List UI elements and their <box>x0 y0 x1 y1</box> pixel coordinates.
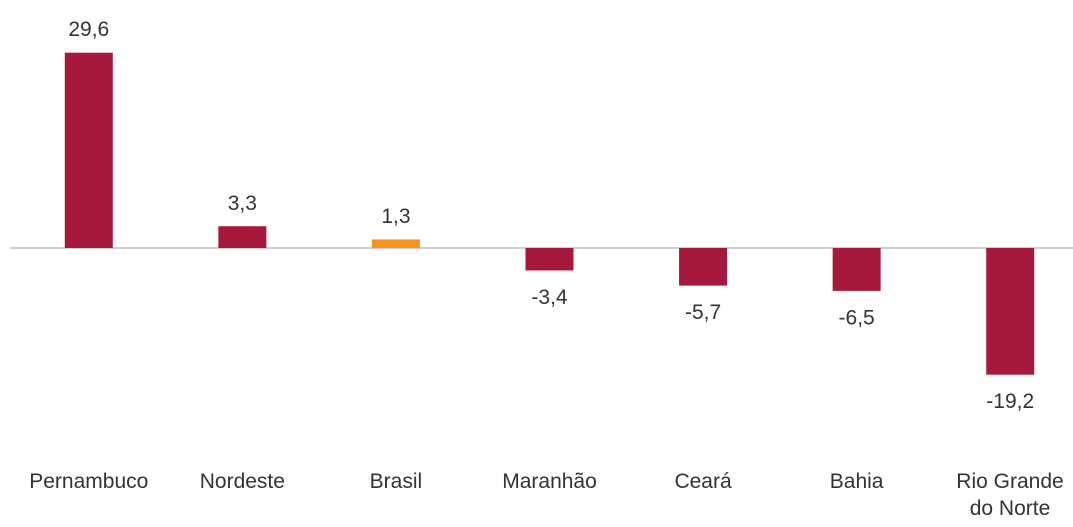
bar <box>64 52 113 249</box>
bar <box>679 248 728 286</box>
bar <box>371 239 420 248</box>
data-label: -6,5 <box>839 306 875 329</box>
data-label: 29,6 <box>68 18 109 41</box>
bar <box>986 248 1035 375</box>
bar <box>218 226 267 248</box>
bar <box>525 248 574 271</box>
x-tick-label: Ceará <box>674 470 732 493</box>
x-tick-label: Pernambuco <box>29 470 149 493</box>
bar <box>832 248 881 291</box>
x-tick-label: Maranhão <box>502 470 597 493</box>
data-label: -5,7 <box>685 301 721 324</box>
x-tick-label: Brasil <box>369 470 423 493</box>
data-label: 1,3 <box>381 205 410 228</box>
x-tick-label: Nordeste <box>199 470 285 493</box>
data-label: -19,2 <box>986 390 1034 413</box>
data-label: -3,4 <box>531 286 568 309</box>
data-label: 3,3 <box>228 192 257 215</box>
x-tick-label: Rio Grande do Norte <box>956 470 1064 520</box>
x-tick-label: Bahia <box>829 470 884 493</box>
